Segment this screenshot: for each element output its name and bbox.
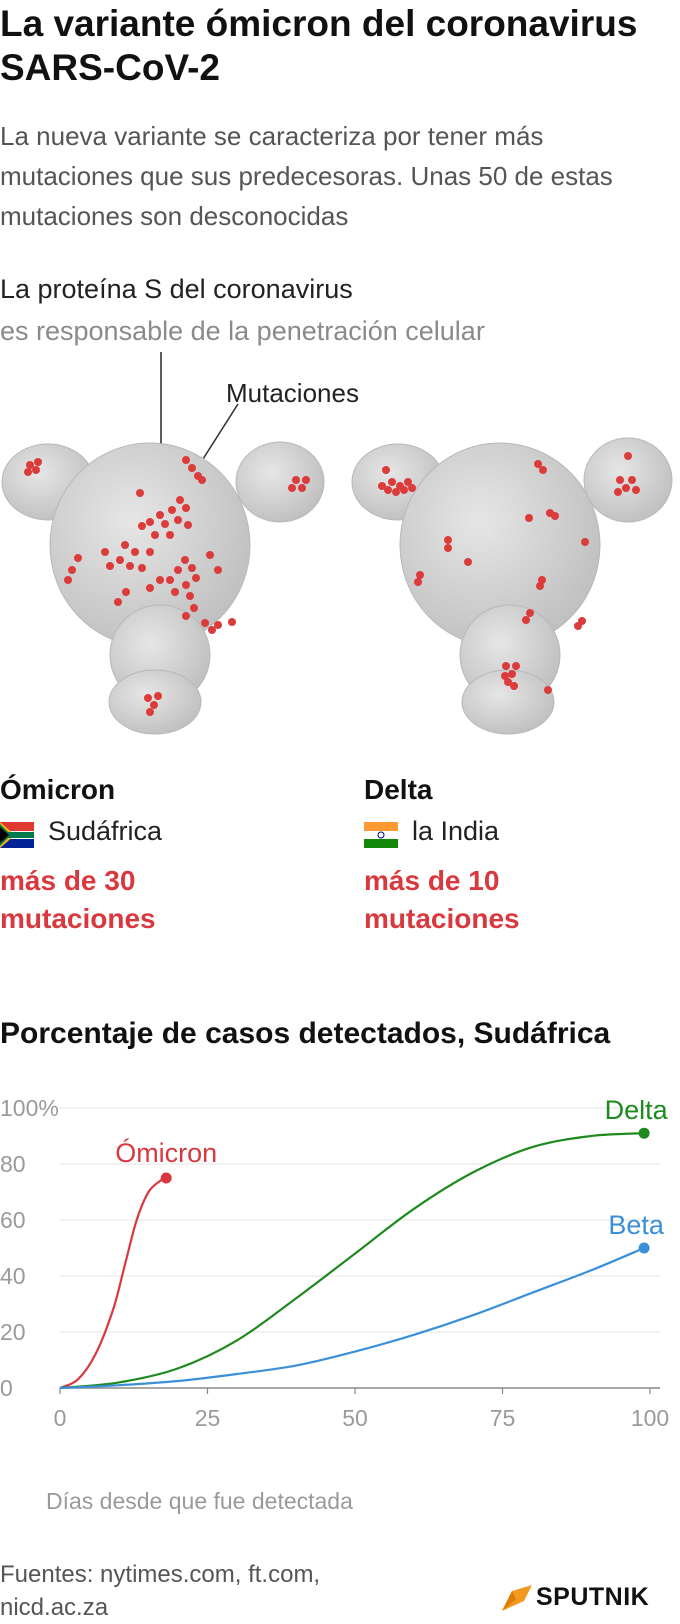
- omicron-protein-icon: [1, 441, 325, 735]
- variant-omicron-country: Sudáfrica: [48, 816, 163, 846]
- y-tick-label: 80: [0, 1151, 26, 1177]
- series-endpoint-delta: [638, 1127, 650, 1139]
- x-axis-label: Días desde que fue detectada: [46, 1488, 353, 1514]
- protein-illustrations: [1, 352, 673, 735]
- series-label-omicron: Ómicron: [115, 1137, 217, 1168]
- y-tick-label: 60: [0, 1207, 26, 1233]
- x-tick-label: 25: [195, 1405, 221, 1431]
- variant-omicron-name: Ómicron: [0, 774, 116, 805]
- y-tick-label: 20: [0, 1319, 26, 1345]
- protein-caption-line1: La proteína S del coronavirus: [0, 274, 353, 304]
- series-label-delta: Delta: [605, 1100, 669, 1125]
- page-subtitle: La nueva variante se caracteriza por ten…: [0, 121, 613, 231]
- series-endpoint-beta: [638, 1242, 650, 1254]
- india-flag-icon: [364, 822, 398, 848]
- variant-omicron-mutations: más de 30 mutaciones: [0, 865, 156, 934]
- brand-logo: SPUTNIK: [536, 1583, 650, 1611]
- line-chart: 0 20 40 60 80 100% 0 25 50 75 100 Ómicron Delta Beta: [0, 1100, 669, 1431]
- south-africa-flag-icon: [0, 822, 34, 848]
- x-tick-label: 75: [490, 1405, 516, 1431]
- x-tick-label: 50: [342, 1405, 368, 1431]
- sources-note: Fuentes: nytimes.com, ft.com, nicd.ac.za: [0, 1561, 321, 1621]
- page-title: La variante ómicron del coronavirus SARS…: [0, 3, 638, 88]
- x-tick-label: 100: [631, 1405, 669, 1431]
- x-tick-label: 0: [54, 1405, 67, 1431]
- series-line-delta: [59, 1132, 645, 1390]
- series-label-beta: Beta: [608, 1210, 665, 1240]
- y-tick-label: 0: [0, 1375, 13, 1401]
- sputnik-logo-icon: [502, 1585, 532, 1611]
- variant-delta-mutations: más de 10 mutaciones: [364, 865, 520, 934]
- series-endpoint-omicron: [160, 1172, 172, 1184]
- variant-delta-country: la India: [412, 816, 500, 846]
- variant-delta-name: Delta: [364, 774, 433, 805]
- y-tick-label: 100%: [0, 1100, 59, 1121]
- series-line-beta: [59, 1246, 645, 1390]
- series-line-omicron: [59, 1176, 167, 1390]
- y-tick-label: 40: [0, 1263, 26, 1289]
- mutations-label: Mutaciones: [226, 378, 359, 408]
- chart-title: Porcentaje de casos detectados, Sudáfric…: [0, 1017, 611, 1050]
- delta-protein-icon: [351, 437, 673, 735]
- protein-caption-line2: es responsable de la penetración celular: [0, 316, 485, 346]
